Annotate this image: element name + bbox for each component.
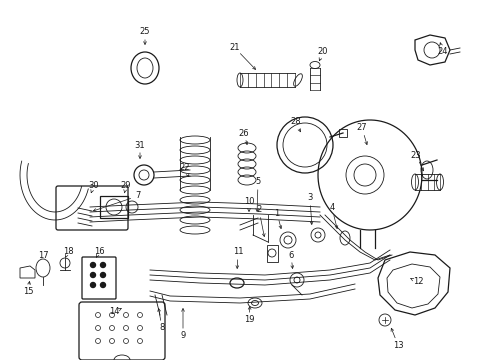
Text: 25: 25	[140, 27, 150, 36]
Text: 10: 10	[243, 198, 254, 207]
Text: 21: 21	[229, 44, 240, 53]
Bar	[338, 129, 346, 137]
Text: 17: 17	[38, 252, 48, 261]
Text: 9: 9	[180, 332, 185, 341]
Circle shape	[101, 262, 105, 267]
Text: 20: 20	[317, 48, 327, 57]
Text: 28: 28	[290, 117, 301, 126]
Circle shape	[90, 283, 95, 288]
Text: 15: 15	[23, 288, 33, 297]
Text: 13: 13	[392, 341, 403, 350]
Text: 5: 5	[255, 177, 260, 186]
Text: 31: 31	[134, 140, 145, 149]
Circle shape	[90, 273, 95, 278]
Text: 29: 29	[121, 180, 131, 189]
Text: 19: 19	[243, 315, 254, 324]
Text: 18: 18	[62, 248, 73, 256]
Text: 24: 24	[437, 48, 447, 57]
Circle shape	[101, 273, 105, 278]
Text: 16: 16	[94, 248, 104, 256]
Text: 27: 27	[356, 123, 366, 132]
Text: 22: 22	[180, 163, 190, 172]
Text: 12: 12	[412, 278, 423, 287]
Text: 8: 8	[159, 324, 164, 333]
Text: 6: 6	[288, 251, 293, 260]
Text: 30: 30	[88, 180, 99, 189]
Circle shape	[90, 262, 95, 267]
Text: 26: 26	[238, 129, 249, 138]
Text: 7: 7	[135, 192, 141, 201]
Text: 4: 4	[329, 203, 334, 212]
Text: 14: 14	[108, 307, 119, 316]
Text: 23: 23	[410, 150, 421, 159]
Text: 11: 11	[232, 248, 243, 256]
Text: 3: 3	[306, 194, 312, 202]
Text: 1: 1	[274, 208, 279, 217]
Circle shape	[101, 283, 105, 288]
Text: 2: 2	[256, 206, 261, 215]
